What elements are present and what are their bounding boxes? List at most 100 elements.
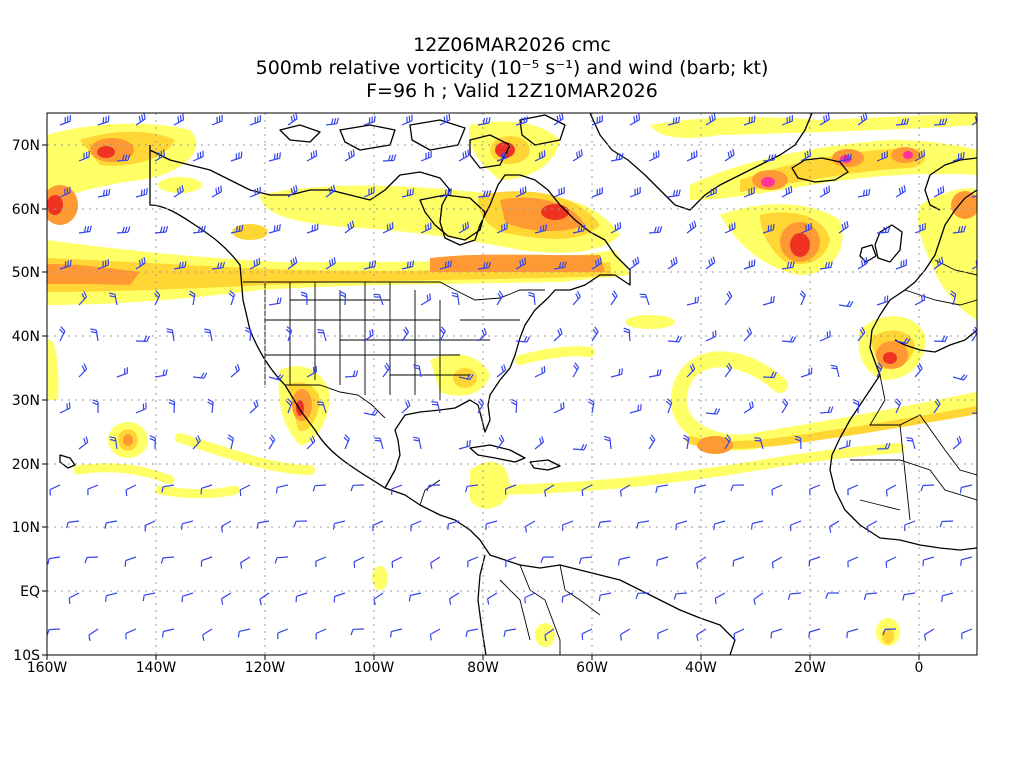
wind-barb xyxy=(781,115,793,126)
lon-label-20w: 20W xyxy=(794,660,826,676)
wind-barb xyxy=(339,291,346,306)
wind-barb xyxy=(553,327,563,342)
wind-barb xyxy=(534,436,545,450)
vorticity-tropical-band xyxy=(475,443,905,495)
vorticity-iceland-peak-3 xyxy=(903,151,913,159)
wind-barb xyxy=(648,150,660,162)
wind-barb xyxy=(66,520,80,529)
wind-barb xyxy=(343,434,350,450)
wind-barb xyxy=(808,556,821,567)
wind-barb xyxy=(743,259,756,270)
wind-barb xyxy=(312,484,327,492)
border-mexico-central xyxy=(384,469,441,506)
wind-barb xyxy=(181,520,194,530)
wind-barb xyxy=(762,371,777,379)
wind-barb xyxy=(895,185,906,198)
wind-barb xyxy=(781,336,797,343)
wind-barb xyxy=(496,364,507,378)
wind-barb xyxy=(245,326,252,342)
wind-barb xyxy=(277,628,289,640)
wind-barb xyxy=(285,326,293,342)
wind-barb xyxy=(154,226,169,234)
wind-barb xyxy=(256,520,270,529)
wind-barb xyxy=(135,113,146,126)
wind-barb xyxy=(510,398,518,414)
wind-barb xyxy=(724,148,735,162)
wind-barb xyxy=(819,406,834,414)
wind-barb xyxy=(451,292,460,306)
wind-barb xyxy=(809,484,821,496)
wind-barb xyxy=(714,592,726,605)
wind-barb xyxy=(863,592,878,600)
wind-barb xyxy=(648,434,656,450)
wind-barb xyxy=(207,398,214,414)
wind-barb xyxy=(933,185,945,198)
wind-barb xyxy=(949,290,957,306)
wind-barb xyxy=(515,336,531,343)
coastline-hudson-bay xyxy=(419,194,486,241)
wind-barb xyxy=(268,434,276,450)
wind-barb xyxy=(439,260,452,270)
wind-barb xyxy=(166,328,175,342)
coastline-scandinavia xyxy=(924,157,977,211)
wind-barb xyxy=(762,295,775,306)
wind-barb xyxy=(306,223,319,234)
wind-barb xyxy=(696,628,707,641)
wind-barb xyxy=(781,398,789,414)
wind-barb xyxy=(78,363,88,378)
wind-barb xyxy=(675,520,688,531)
lon-label-40w: 40W xyxy=(685,660,717,676)
vorticity-venezuela xyxy=(372,566,388,590)
wind-barb xyxy=(315,556,327,568)
vorticity-west-pacific-strip-2 xyxy=(155,485,240,499)
wind-barb xyxy=(477,398,485,414)
wind-barb xyxy=(667,116,680,126)
coastline-iceland xyxy=(791,157,849,183)
wind-barb xyxy=(249,399,259,414)
wind-barb xyxy=(876,226,891,234)
wind-barb xyxy=(97,115,110,126)
wind-barb xyxy=(249,186,261,198)
wind-barb xyxy=(895,259,907,270)
wind-barb xyxy=(116,226,131,234)
wind-barb xyxy=(534,366,546,378)
wind-barb xyxy=(686,150,698,162)
wind-barb xyxy=(686,220,697,234)
wind-barb xyxy=(202,628,213,641)
wind-barb xyxy=(629,186,641,198)
wind-barb xyxy=(656,556,669,567)
wind-barb xyxy=(192,225,206,234)
wind-barb xyxy=(787,592,802,600)
coastline-pacific-islands xyxy=(59,454,76,469)
wind-barb xyxy=(412,436,422,450)
coastline-cuba xyxy=(469,444,526,463)
wind-barb xyxy=(885,484,897,497)
wind-barb xyxy=(293,520,308,528)
wind-barb xyxy=(68,592,80,605)
wind-barb xyxy=(553,113,564,126)
wind-barb xyxy=(540,556,555,564)
wind-barb xyxy=(591,326,599,342)
wind-barb xyxy=(401,260,415,270)
wind-barb xyxy=(373,592,384,606)
wind-barb xyxy=(619,484,631,497)
wind-barb xyxy=(857,188,871,198)
wind-barb xyxy=(344,370,359,378)
vorticity-europe xyxy=(918,188,977,320)
vorticity-hawaii-max xyxy=(123,434,133,446)
vorticity-yukon xyxy=(232,224,268,240)
wind-barb xyxy=(819,185,831,198)
lat-label-10s: 10S xyxy=(13,648,40,664)
lat-label-70n: 70N xyxy=(12,138,40,154)
vorticity-prairies xyxy=(275,189,325,201)
wind-barb xyxy=(300,291,308,306)
wind-barb xyxy=(885,556,897,568)
wind-barb xyxy=(876,295,889,306)
wind-barb xyxy=(287,184,298,198)
wind-barb xyxy=(90,328,99,342)
wind-barb xyxy=(743,186,755,198)
wind-barb xyxy=(426,484,441,492)
wind-barb xyxy=(724,290,733,306)
wind-barb xyxy=(857,113,868,126)
